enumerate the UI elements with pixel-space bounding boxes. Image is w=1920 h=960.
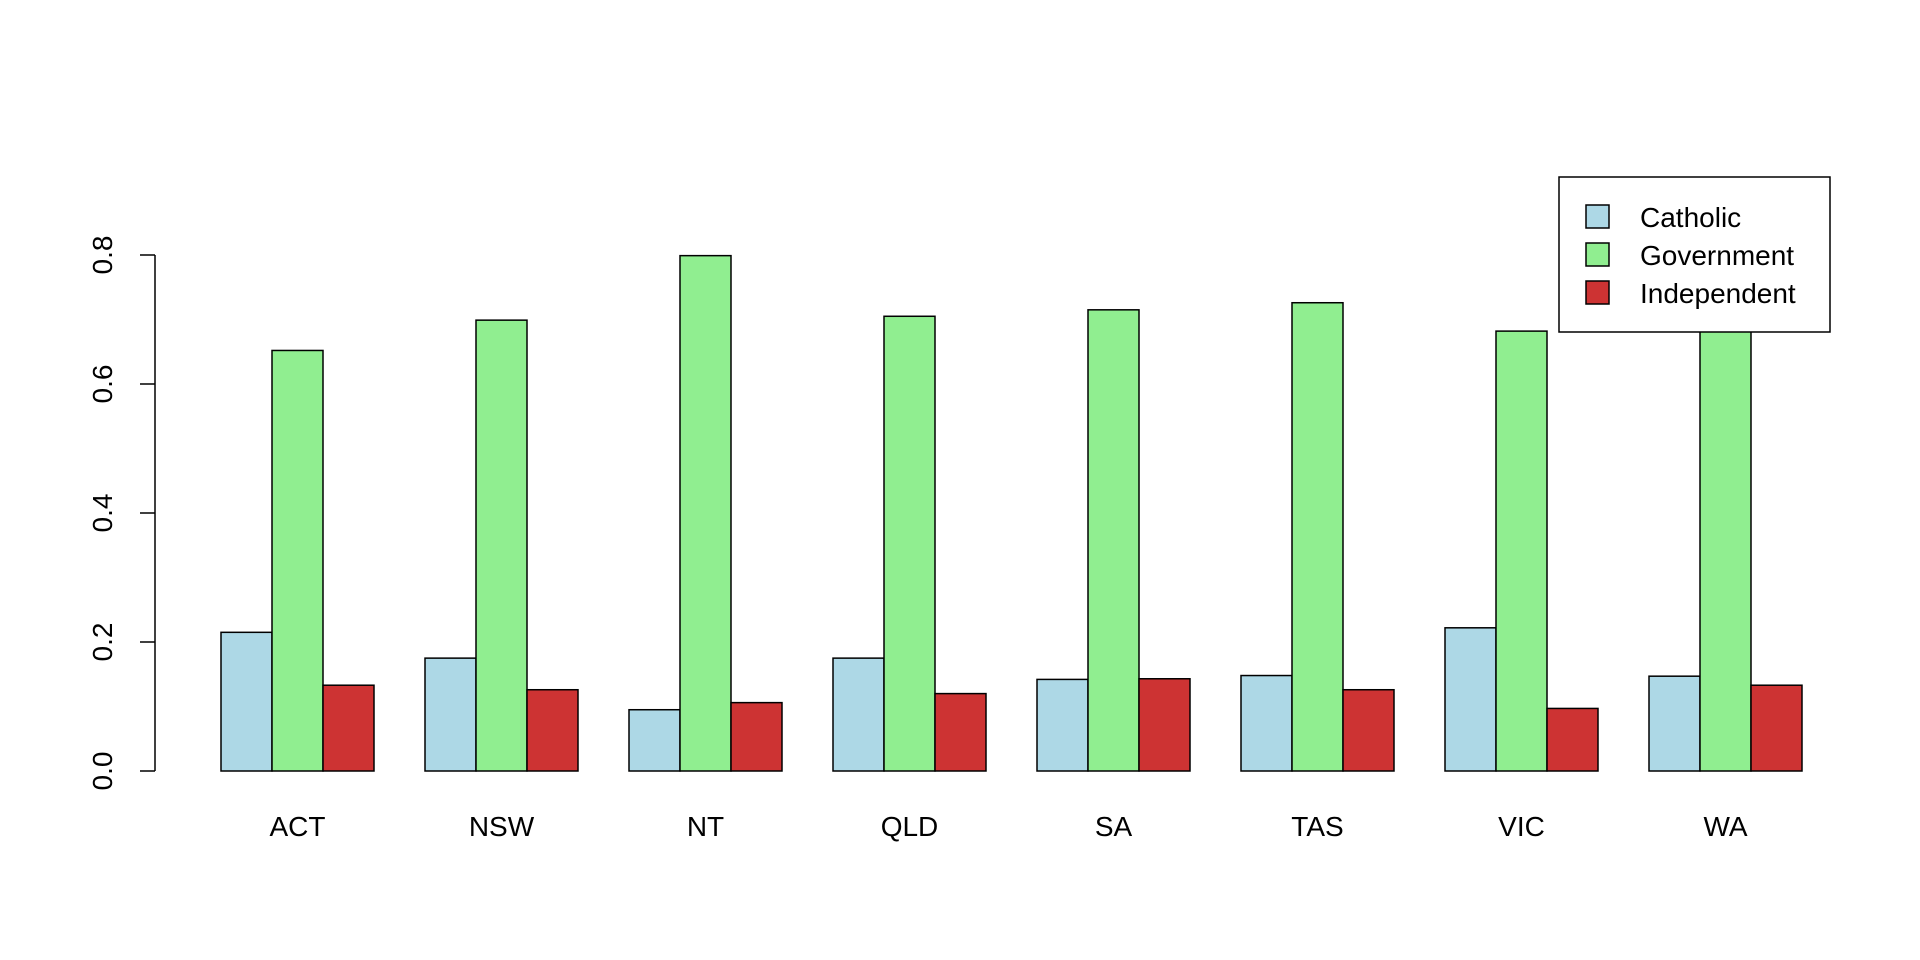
bar-nt-government [679,254,732,772]
bar-act-independent [322,684,375,772]
bar-nsw-catholic [424,657,477,772]
y-tick-label: 0.2 [87,623,118,662]
y-axis: 0.0 0.2 0.4 0.6 0.8 [87,236,156,791]
legend-label: Government [1640,240,1794,271]
bars-group [220,254,1803,772]
legend-swatch-independent [1585,280,1610,305]
x-category-label: QLD [881,811,939,842]
bar-tas-catholic [1240,674,1293,772]
legend-label: Independent [1640,278,1796,309]
bar-tas-government [1291,301,1344,772]
y-tick-label: 0.6 [87,365,118,404]
bar-act-government [271,349,324,772]
bar-nt-independent [730,701,783,772]
bar-sa-catholic [1036,678,1089,772]
legend-swatch-catholic [1585,204,1610,229]
x-axis-labels: ACT NSW NT QLD SA TAS VIC WA [270,811,1748,842]
y-tick-label: 0.8 [87,236,118,275]
bar-wa-government [1699,305,1752,772]
x-category-label: WA [1703,811,1747,842]
bar-qld-government [883,315,936,772]
x-category-label: NT [687,811,724,842]
bar-vic-catholic [1444,627,1497,772]
legend: Catholic Government Independent [1558,176,1831,333]
x-category-label: SA [1095,811,1133,842]
bar-qld-independent [934,692,987,772]
bar-act-catholic [220,631,273,772]
bar-nsw-government [475,319,528,772]
x-category-label: VIC [1498,811,1545,842]
bar-nsw-independent [526,688,579,772]
bar-tas-independent [1342,688,1395,772]
x-category-label: NSW [469,811,535,842]
bar-qld-catholic [832,657,885,772]
bar-wa-catholic [1648,675,1701,772]
bar-sa-government [1087,309,1140,772]
bar-nt-catholic [628,708,681,772]
bar-wa-independent [1750,684,1803,772]
bar-sa-independent [1138,678,1191,772]
y-tick-label: 0.0 [87,752,118,791]
bar-vic-independent [1546,707,1599,772]
y-tick-label: 0.4 [87,494,118,533]
bar-vic-government [1495,330,1548,772]
x-category-label: ACT [270,811,326,842]
legend-label: Catholic [1640,202,1741,233]
x-category-label: TAS [1291,811,1343,842]
legend-swatch-government [1585,242,1610,267]
